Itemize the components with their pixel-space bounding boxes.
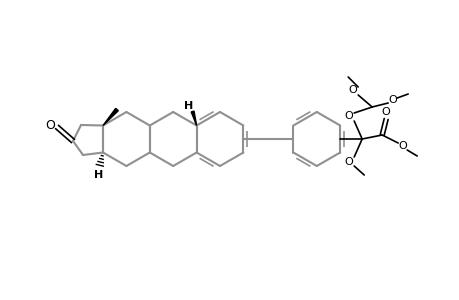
Text: H: H [94, 169, 103, 179]
Text: H: H [184, 100, 193, 110]
Polygon shape [103, 108, 118, 125]
Text: O: O [45, 118, 55, 131]
Text: O: O [398, 141, 407, 151]
Text: O: O [344, 157, 353, 167]
Text: O: O [381, 107, 390, 117]
Text: O: O [348, 85, 357, 95]
Text: O: O [344, 111, 353, 121]
Text: O: O [388, 95, 397, 105]
Polygon shape [191, 111, 196, 125]
